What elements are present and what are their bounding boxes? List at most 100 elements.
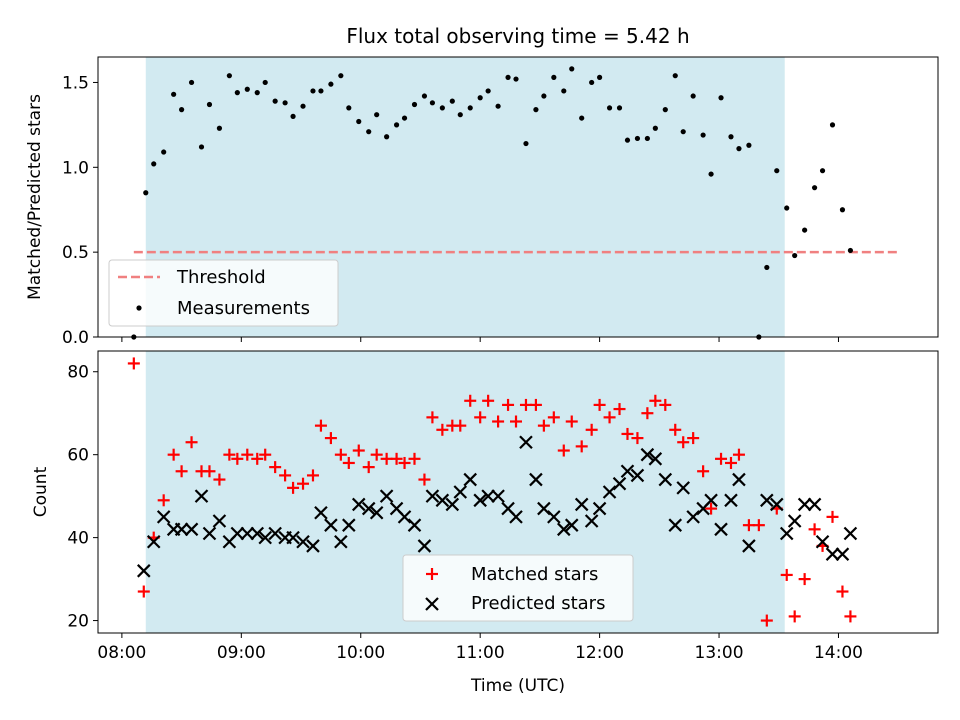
matched-stars-marker xyxy=(724,456,737,469)
matched-stars-marker xyxy=(492,415,505,428)
measurement-point xyxy=(819,168,826,174)
matched-stars-marker xyxy=(502,398,515,411)
measurement-point xyxy=(784,205,790,211)
matched-stars-marker xyxy=(370,448,383,461)
predicted-stars-marker xyxy=(807,497,822,512)
predicted-stars-marker xyxy=(184,522,199,537)
matched-stars-marker xyxy=(788,610,801,623)
measurement-point xyxy=(523,140,529,147)
measurement-point xyxy=(728,134,734,140)
predicted-stars-marker xyxy=(137,564,151,578)
predicted-stars-marker xyxy=(732,472,746,487)
matched-stars-marker xyxy=(752,519,765,532)
matched-stars-marker xyxy=(613,403,626,416)
legend-predicted-swatch xyxy=(425,597,439,611)
matched-stars-marker xyxy=(687,432,700,445)
matched-stars-marker xyxy=(836,585,849,598)
matched-stars-marker xyxy=(732,448,745,461)
measurement-point xyxy=(401,115,408,121)
measurement-point xyxy=(300,103,306,109)
predicted-stars-marker xyxy=(250,526,265,541)
measurement-point xyxy=(541,93,547,99)
x-tick-label: 11:00 xyxy=(456,643,505,663)
matched-stars-marker xyxy=(510,415,523,428)
measurement-point xyxy=(282,100,288,106)
predicted-stars-marker xyxy=(547,510,561,524)
measurement-point xyxy=(477,95,483,101)
x-axis-ticks xyxy=(121,337,839,342)
measurement-point xyxy=(774,168,780,174)
matched-stars-marker xyxy=(362,461,375,474)
matched-stars-marker xyxy=(826,510,839,523)
measurement-point xyxy=(533,107,539,113)
predicted-stars-marker xyxy=(491,489,505,503)
predicted-stars-marker xyxy=(769,497,784,512)
matched-stars-marker xyxy=(593,398,606,411)
predicted-stars-marker xyxy=(640,447,655,462)
matched-stars-marker xyxy=(241,448,254,461)
y-axis-ticks: 20 40 60 80 xyxy=(67,363,98,632)
predicted-stars-marker xyxy=(230,526,245,541)
matched-stars-marker xyxy=(334,448,347,461)
legend-threshold-label: Threshold xyxy=(176,267,266,288)
x-tick-label: 10:00 xyxy=(336,643,385,663)
x-axis-ticks: 08:00 09:00 10:00 11:00 12:00 13:00 14:00 xyxy=(97,633,863,663)
measurement-point xyxy=(290,113,296,119)
matched-stars-marker xyxy=(269,461,282,474)
measurement-point xyxy=(439,105,445,111)
predicted-stars-marker xyxy=(324,518,338,532)
matched-stars-marker xyxy=(575,440,588,453)
measurement-point xyxy=(485,88,491,94)
predicted-stars-marker xyxy=(342,518,356,532)
predicted-stars-marker xyxy=(557,522,571,537)
measurement-point xyxy=(254,90,260,96)
predicted-stars-marker xyxy=(760,493,774,508)
matched-stars-marker xyxy=(474,411,487,424)
predicted-stars-marker xyxy=(648,452,663,466)
measurement-point xyxy=(644,135,650,142)
legend-matched-swatch xyxy=(426,568,438,580)
measurement-point xyxy=(421,93,428,99)
matched-stars-marker xyxy=(547,411,560,424)
predicted-stars-marker xyxy=(825,547,840,561)
legend-predicted-label: Predicted stars xyxy=(471,593,605,614)
y-axis-label: Matched/Predicted stars xyxy=(25,94,45,300)
predicted-stars-marker xyxy=(529,472,543,487)
matched-stars-marker xyxy=(844,610,857,623)
measurement-point xyxy=(708,171,714,177)
x-axis-label: Time (UTC) xyxy=(470,676,565,696)
x-tick-label: 12:00 xyxy=(575,643,624,663)
predicted-stars-marker xyxy=(258,530,272,545)
x-tick-label: 09:00 xyxy=(217,643,266,663)
predicted-stars-marker xyxy=(361,501,376,516)
matched-stars-marker xyxy=(464,394,477,407)
matched-stars-marker xyxy=(482,394,495,407)
y-axis-ticks: 0.0 0.5 1.0 1.5 xyxy=(62,73,98,348)
matched-stars-marker xyxy=(677,436,690,449)
matched-stars-marker xyxy=(352,444,365,457)
predicted-stars-marker xyxy=(156,510,171,524)
matched-stars-marker xyxy=(760,614,773,627)
plot-frame xyxy=(97,56,939,338)
measurement-point xyxy=(847,247,854,254)
matched-stars-marker xyxy=(715,452,728,465)
measurement-point xyxy=(143,190,149,196)
measurement-point xyxy=(746,142,752,148)
measurement-point xyxy=(328,81,334,87)
measurement-point xyxy=(829,122,836,128)
measurement-point xyxy=(188,79,195,86)
matched-stars-marker xyxy=(557,444,570,457)
matched-stars-marker xyxy=(324,432,337,445)
measurement-point xyxy=(272,98,278,104)
matched-stars-marker xyxy=(669,423,682,436)
measurement-point xyxy=(700,132,706,138)
matched-stars-marker xyxy=(436,423,449,436)
chart-title: Flux total observing time = 5.42 h xyxy=(346,24,689,48)
matched-stars-marker xyxy=(631,432,644,445)
matched-stars-marker xyxy=(175,465,188,478)
measurement-point xyxy=(551,74,557,80)
measurement-point xyxy=(151,161,157,167)
legend-measurements-label: Measurements xyxy=(177,298,310,319)
predicted-stars-marker xyxy=(704,493,718,508)
